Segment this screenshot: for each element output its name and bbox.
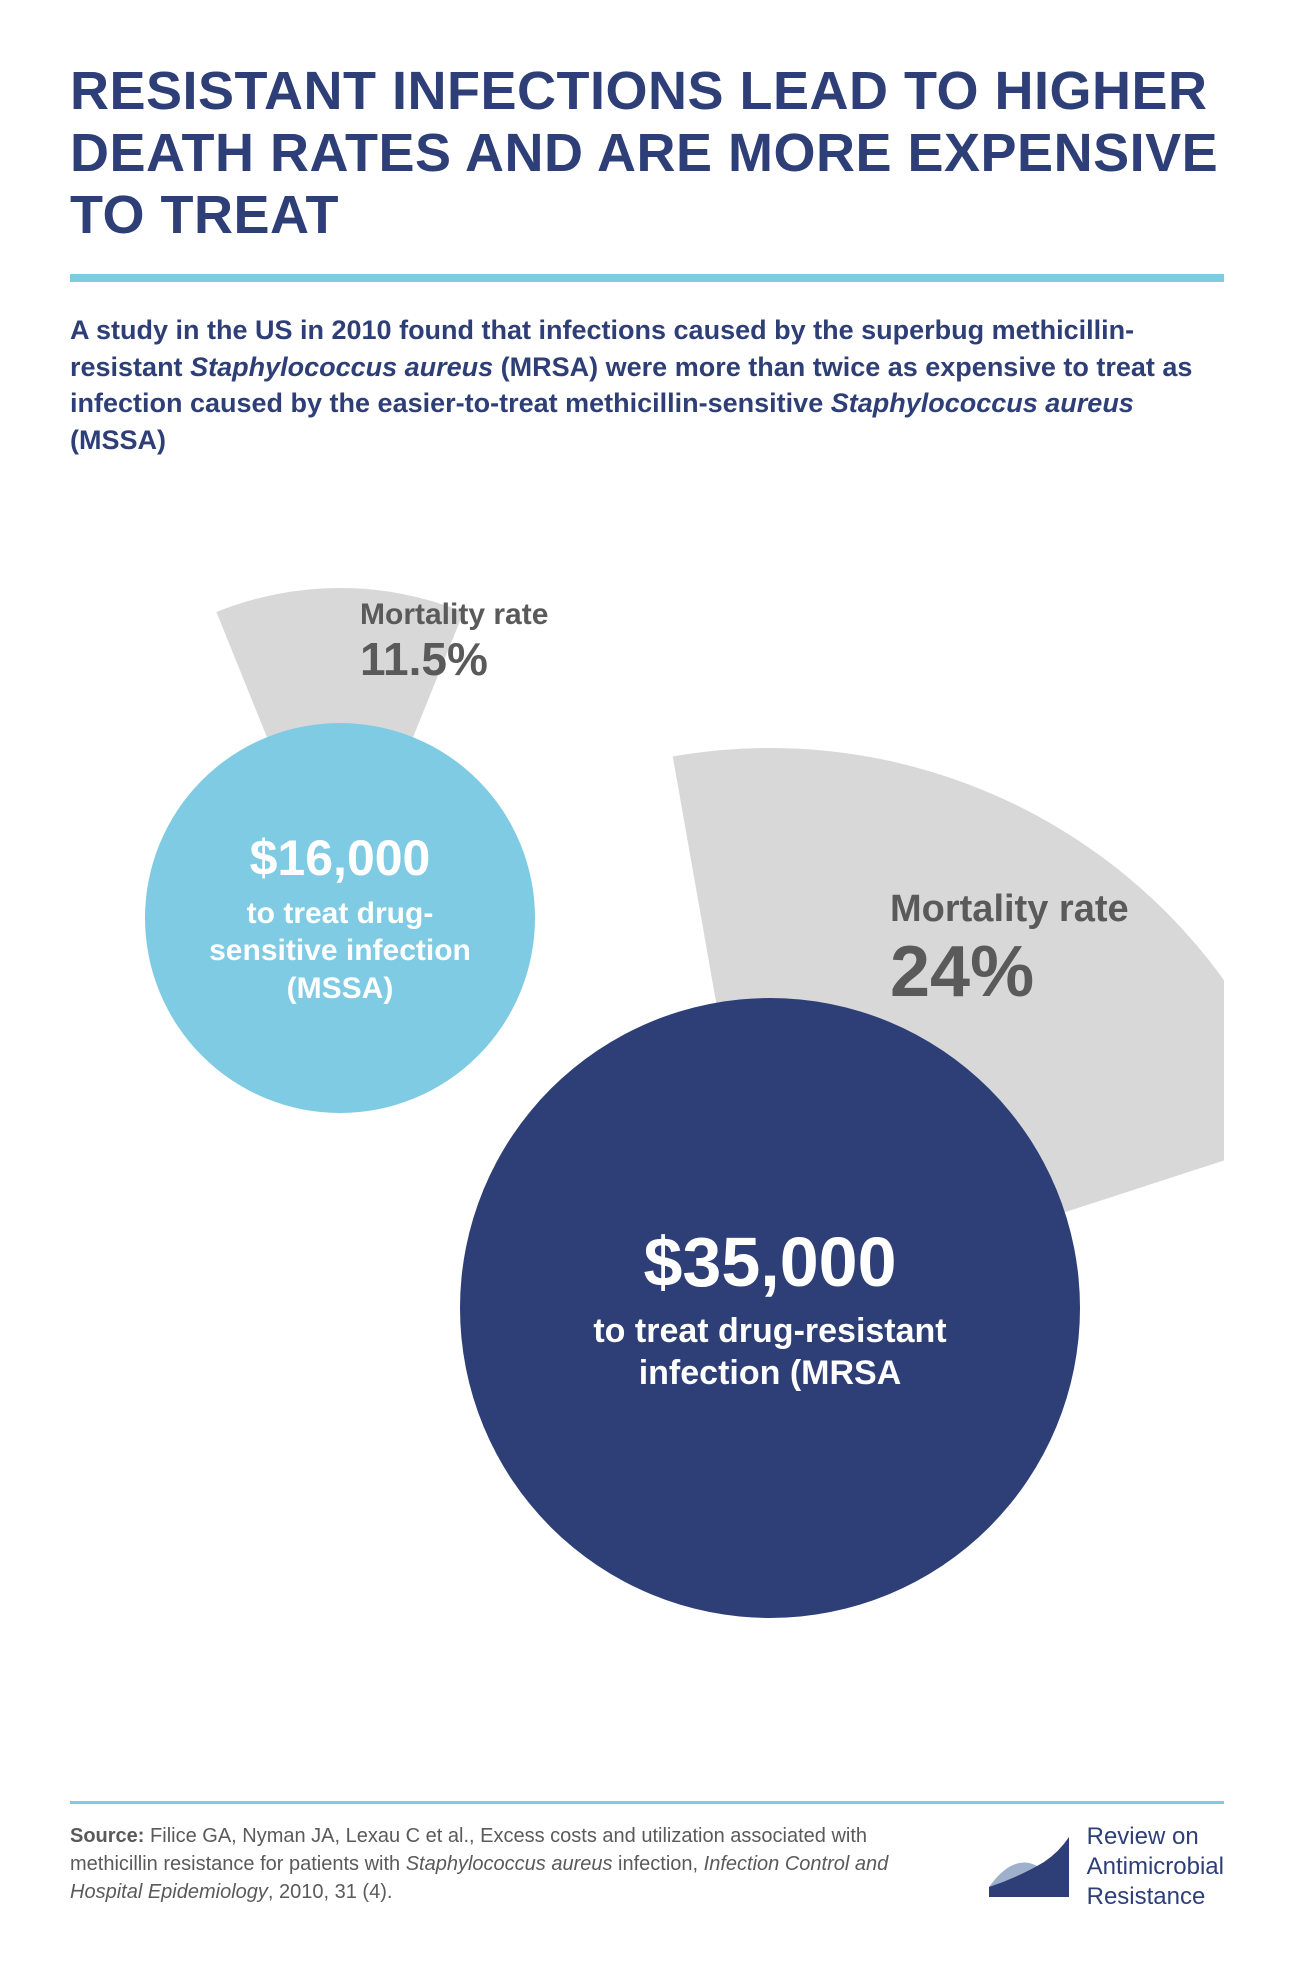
mrsa-mortality-label: Mortality rate 24% [890, 888, 1129, 1013]
mrsa-mortality-value: 24% [890, 931, 1129, 1013]
mssa-cost-desc: to treat drug-sensitive infection(MSSA) [209, 895, 471, 1008]
mssa-mortality-value: 11.5% [360, 632, 548, 686]
source-citation: Source: Filice GA, Nyman JA, Lexau C et … [70, 1822, 949, 1906]
mrsa-mortality-text: Mortality rate [890, 888, 1129, 931]
mssa-cost-circle: $16,000 to treat drug-sensitive infectio… [145, 723, 535, 1113]
divider [70, 274, 1224, 282]
footer-divider [70, 1801, 1224, 1804]
mssa-cost-amount: $16,000 [250, 829, 431, 887]
mssa-mortality-text: Mortality rate [360, 598, 548, 632]
chart-area: Mortality rate 11.5% Mortality rate 24% … [70, 518, 1224, 1618]
subtitle: A study in the US in 2010 found that inf… [70, 312, 1224, 458]
headline: RESISTANT INFECTIONS LEAD TO HIGHER DEAT… [70, 60, 1224, 246]
mssa-mortality-label: Mortality rate 11.5% [360, 598, 548, 686]
brand-logo-icon [989, 1837, 1069, 1897]
mrsa-cost-circle: $35,000 to treat drug-resistantinfection… [460, 998, 1080, 1618]
footer: Source: Filice GA, Nyman JA, Lexau C et … [70, 1801, 1224, 1912]
mrsa-cost-desc: to treat drug-resistantinfection (MRSA [593, 1310, 946, 1395]
brand: Review onAntimicrobialResistance [989, 1822, 1224, 1912]
brand-text: Review onAntimicrobialResistance [1087, 1822, 1224, 1912]
mrsa-cost-amount: $35,000 [643, 1222, 896, 1302]
